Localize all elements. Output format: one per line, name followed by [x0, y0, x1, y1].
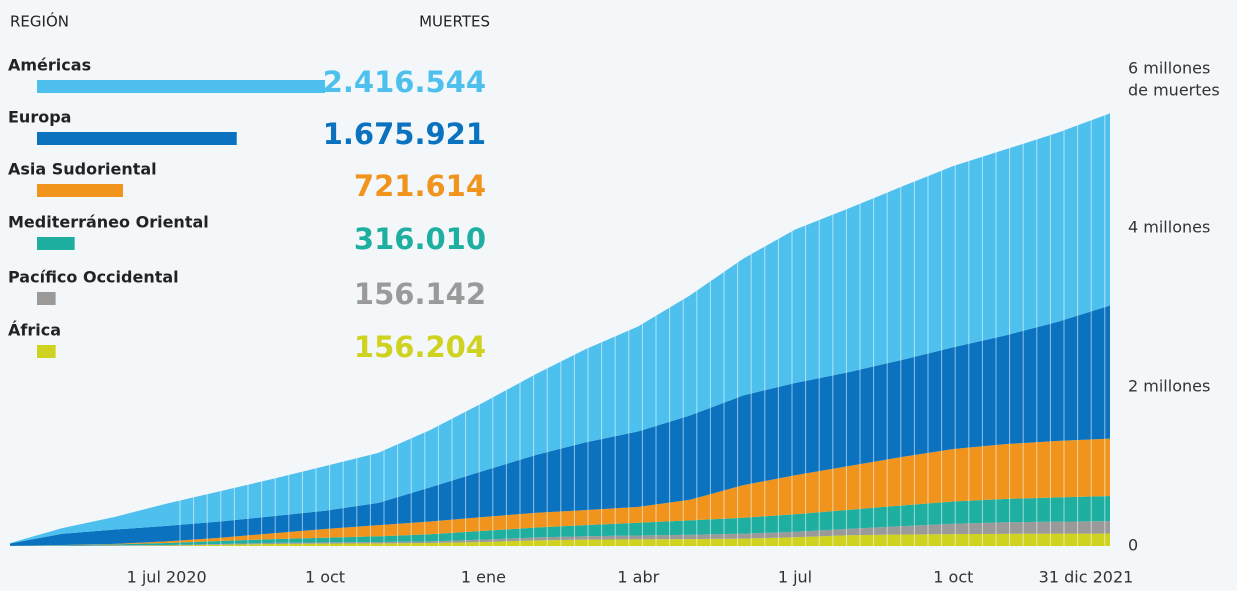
x-tick-label: 1 jul 2020: [127, 568, 207, 587]
x-tick-label: 1 oct: [933, 568, 973, 587]
area: [10, 113, 1110, 544]
area: [10, 496, 1110, 546]
x-tick-label: 1 ene: [461, 568, 506, 587]
y-tick-label: 0: [1128, 536, 1138, 555]
legend-value: 316.010: [354, 222, 486, 256]
area: [10, 533, 1110, 546]
legend-name: Asia Sudoriental: [8, 160, 157, 179]
y-tick-label: 4 millones: [1128, 218, 1210, 237]
areas: [10, 113, 1110, 546]
y-tick-label: 6 millones: [1128, 59, 1210, 78]
legend-bar: [37, 292, 56, 305]
y-unit: de muertes: [1128, 81, 1220, 100]
legend-bar: [37, 345, 56, 358]
legend-name: Américas: [8, 56, 91, 75]
legend-value: 721.614: [354, 169, 486, 203]
y-tick-label: 2 millones: [1128, 377, 1210, 396]
legend-header: MUERTES: [419, 13, 490, 31]
legend-value: 156.142: [354, 277, 486, 311]
legend-value: 1.675.921: [323, 117, 486, 151]
area: [10, 305, 1110, 546]
x-tick-label: 1 oct: [305, 568, 345, 587]
legend-bar: [37, 132, 237, 145]
legend-bar: [37, 237, 75, 250]
legend-name: Pacífico Occidental: [8, 268, 179, 287]
area: [10, 438, 1110, 546]
x-tick-label: 1 jul: [778, 568, 812, 587]
legend-value: 2.416.544: [323, 65, 486, 99]
legend-name: Mediterráneo Oriental: [8, 213, 209, 232]
legend-bar: [37, 80, 325, 93]
legend-bar: [37, 184, 124, 197]
area: [10, 521, 1110, 546]
x-tick-label: 1 abr: [617, 568, 659, 587]
legend-name: Europa: [8, 108, 71, 127]
x-tick-label: 31 dic 2021: [1039, 568, 1134, 587]
legend-header: REGIÓN: [10, 12, 69, 31]
legend-value: 156.204: [354, 330, 486, 364]
legend-name: África: [8, 321, 61, 340]
